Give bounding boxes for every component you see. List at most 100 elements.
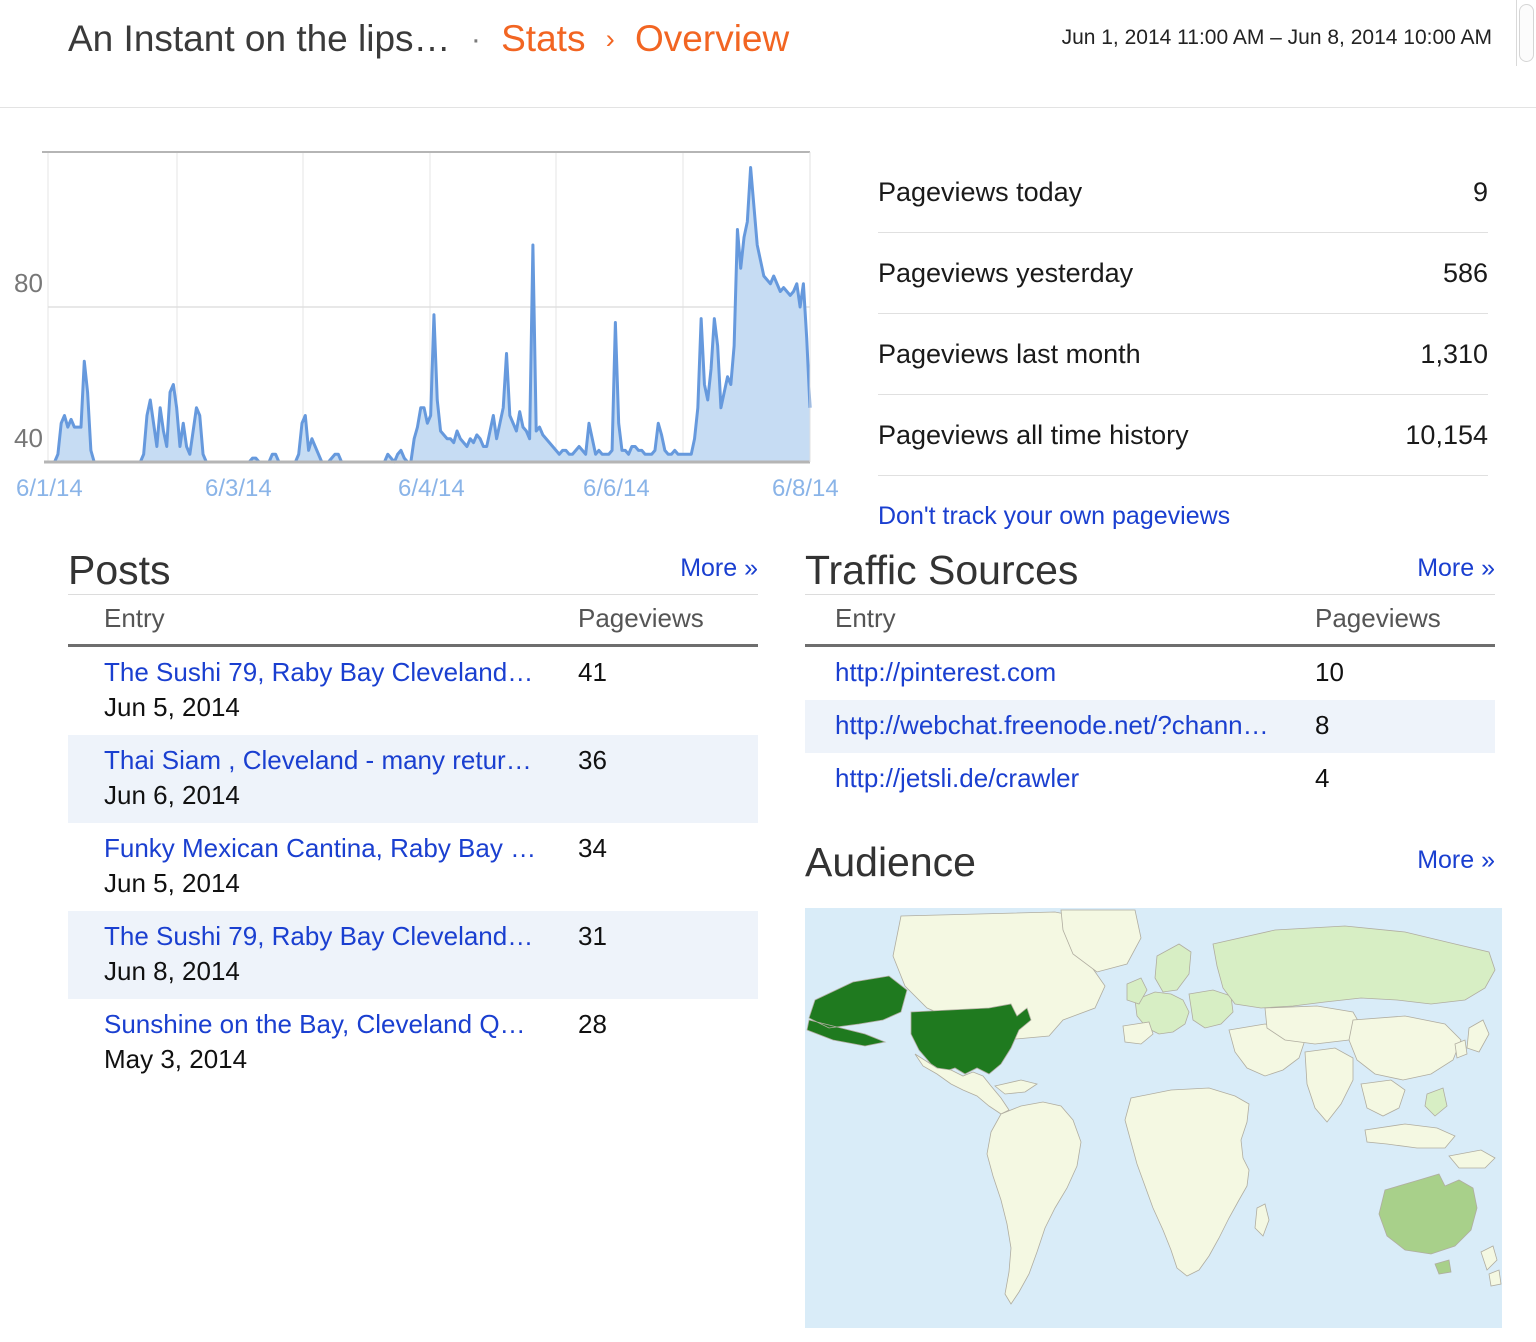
map-region-new-zealand[interactable] <box>1480 1245 1502 1287</box>
traffic-entry-cell[interactable]: http://jetsli.de/crawler <box>805 753 1315 806</box>
map-region-russia[interactable] <box>1212 925 1496 1009</box>
table-row[interactable]: http://pinterest.com 10 <box>805 646 1495 701</box>
traffic-entry-cell[interactable]: http://pinterest.com <box>805 646 1315 701</box>
map-region-tasmania[interactable] <box>1434 1259 1452 1275</box>
map-region-africa[interactable] <box>1124 1087 1250 1277</box>
traffic-source-link[interactable]: http://webchat.freenode.net/?chann… <box>835 710 1269 740</box>
traffic-entry-cell[interactable]: http://webchat.freenode.net/?chann… <box>805 700 1315 753</box>
y-axis-tick-80: 80 <box>14 268 43 298</box>
post-title-link[interactable]: The Sushi 79, Raby Bay Cleveland… <box>104 921 534 951</box>
map-region-philippines[interactable] <box>1424 1087 1448 1117</box>
summary-row: Pageviews last month 1,310 <box>878 314 1488 395</box>
x-axis-tick-1: 6/3/14 <box>205 475 272 502</box>
breadcrumb-current-overview[interactable]: Overview <box>635 18 790 59</box>
table-row[interactable]: http://webchat.freenode.net/?chann… 8 <box>805 700 1495 753</box>
vertical-scrollbar-track[interactable] <box>1516 0 1536 66</box>
table-row[interactable]: Funky Mexican Cantina, Raby Bay … Jun 5, … <box>68 823 758 911</box>
world-map-svg[interactable] <box>805 908 1502 1328</box>
map-region-australia[interactable] <box>1378 1173 1478 1255</box>
traffic-source-link[interactable]: http://jetsli.de/crawler <box>835 763 1080 793</box>
summary-label: Pageviews last month <box>878 338 1141 369</box>
pageviews-chart: 80 40 6/1/14 6/3/14 6/4/14 6/6/14 6/8/14 <box>0 130 845 510</box>
audience-header: Audience More » <box>805 838 1495 886</box>
vertical-scrollbar-thumb[interactable] <box>1519 4 1534 62</box>
post-entry-cell[interactable]: Sunshine on the Bay, Cleveland Q… May 3, … <box>68 999 578 1087</box>
post-title-link[interactable]: The Sushi 79, Raby Bay Cleveland… <box>104 657 534 687</box>
map-region-europe-central[interactable] <box>1188 989 1234 1029</box>
post-pageviews-cell: 31 <box>578 911 758 999</box>
post-title-link[interactable]: Thai Siam , Cleveland - many retur… <box>104 745 532 775</box>
breadcrumb: An Instant on the lips… · Stats › Overvi… <box>68 16 789 63</box>
breadcrumb-link-stats[interactable]: Stats <box>501 18 586 59</box>
traffic-table-body: http://pinterest.com 10 http://webchat.fre… <box>805 646 1495 807</box>
traffic-source-link[interactable]: http://pinterest.com <box>835 657 1057 687</box>
post-entry-cell[interactable]: Funky Mexican Cantina, Raby Bay … Jun 5, … <box>68 823 578 911</box>
map-region-uk-ireland[interactable] <box>1126 977 1148 1005</box>
posts-header: Posts More » <box>68 546 758 594</box>
traffic-sources-more-link[interactable]: More » <box>1417 554 1495 582</box>
post-title-link[interactable]: Sunshine on the Bay, Cleveland Q… <box>104 1009 526 1039</box>
map-region-scandinavia[interactable] <box>1154 943 1192 993</box>
map-region-caribbean[interactable] <box>994 1079 1038 1095</box>
y-axis-tick-40: 40 <box>14 423 43 453</box>
summary-value: 10,154 <box>1405 419 1488 450</box>
summary-row: Pageviews yesterday 586 <box>878 233 1488 314</box>
audience-world-map[interactable] <box>805 908 1502 1328</box>
x-axis-tick-4: 6/8/14 <box>772 475 839 502</box>
chart-plot-area[interactable] <box>0 130 845 475</box>
traffic-table-header-row: Entry Pageviews <box>805 594 1495 647</box>
map-region-madagascar[interactable] <box>1254 1203 1270 1237</box>
map-region-new-guinea[interactable] <box>1448 1149 1496 1169</box>
map-region-india[interactable] <box>1304 1047 1354 1123</box>
summary-label: Pageviews yesterday <box>878 257 1134 288</box>
post-date: Jun 5, 2014 <box>104 692 240 722</box>
post-pageviews-cell: 41 <box>578 657 607 687</box>
table-row[interactable]: The Sushi 79, Raby Bay Cleveland… Jun 8, … <box>68 911 758 999</box>
x-axis-tick-2: 6/4/14 <box>398 475 465 502</box>
summary-row: Pageviews today 9 <box>878 152 1488 233</box>
audience-more-link[interactable]: More » <box>1417 846 1495 874</box>
table-row[interactable]: Thai Siam , Cleveland - many retur… Jun 6… <box>68 735 758 823</box>
map-region-mexico[interactable] <box>914 1053 1010 1115</box>
post-pageviews-cell: 28 <box>578 1009 607 1039</box>
summary-value: 9 <box>1472 176 1488 207</box>
post-pageviews-cell: 36 <box>578 735 758 823</box>
post-title-link[interactable]: Funky Mexican Cantina, Raby Bay … <box>104 833 537 863</box>
post-entry-cell[interactable]: The Sushi 79, Raby Bay Cleveland… Jun 8, … <box>68 911 578 999</box>
table-row[interactable]: http://jetsli.de/crawler 4 <box>805 753 1495 806</box>
map-region-indonesia[interactable] <box>1364 1123 1456 1149</box>
post-date: Jun 8, 2014 <box>104 956 240 986</box>
blog-title: An Instant on the lips… <box>68 18 451 59</box>
post-entry-cell[interactable]: The Sushi 79, Raby Bay Cleveland… Jun 5, … <box>68 646 578 736</box>
traffic-pageviews-cell: 4 <box>1315 763 1330 793</box>
summary-label: Pageviews all time history <box>878 419 1189 450</box>
map-region-southeast-asia[interactable] <box>1360 1079 1406 1117</box>
summary-label: Pageviews today <box>878 176 1083 207</box>
post-pageviews-cell: 34 <box>578 833 607 863</box>
traffic-sources-header: Traffic Sources More » <box>805 546 1495 594</box>
posts-table: Entry Pageviews The Sushi 79, Raby Bay C… <box>68 594 758 1087</box>
table-row[interactable]: Sunshine on the Bay, Cleveland Q… May 3, … <box>68 999 758 1087</box>
audience-section: Audience More » <box>805 838 1495 886</box>
summary-value: 586 <box>1442 257 1488 288</box>
page-header: An Instant on the lips… · Stats › Overvi… <box>0 0 1536 108</box>
map-region-korea-etc[interactable] <box>1454 1039 1468 1059</box>
map-region-china[interactable] <box>1348 1015 1462 1081</box>
summary-row: Pageviews all time history 10,154 <box>878 395 1488 476</box>
breadcrumb-dot: · <box>470 23 481 56</box>
post-entry-cell[interactable]: Thai Siam , Cleveland - many retur… Jun 6… <box>68 735 578 823</box>
posts-table-body: The Sushi 79, Raby Bay Cleveland… Jun 5, … <box>68 646 758 1088</box>
map-region-alaska[interactable] <box>806 975 908 1047</box>
map-region-iberia[interactable] <box>1122 1021 1154 1045</box>
map-region-south-america[interactable] <box>986 1101 1082 1305</box>
posts-col-entry: Entry <box>68 594 578 647</box>
map-region-greenland[interactable] <box>1060 909 1142 973</box>
table-row[interactable]: The Sushi 79, Raby Bay Cleveland… Jun 5, … <box>68 646 758 736</box>
traffic-sources-section: Traffic Sources More » Entry Pageviews h… <box>805 546 1495 806</box>
post-date: Jun 6, 2014 <box>104 780 240 810</box>
map-region-japan[interactable] <box>1466 1019 1490 1053</box>
traffic-pageviews-cell: 10 <box>1315 657 1344 687</box>
dont-track-pageviews-link[interactable]: Don't track your own pageviews <box>878 502 1231 530</box>
map-region-united-states[interactable] <box>910 1003 1032 1075</box>
posts-more-link[interactable]: More » <box>680 554 758 582</box>
